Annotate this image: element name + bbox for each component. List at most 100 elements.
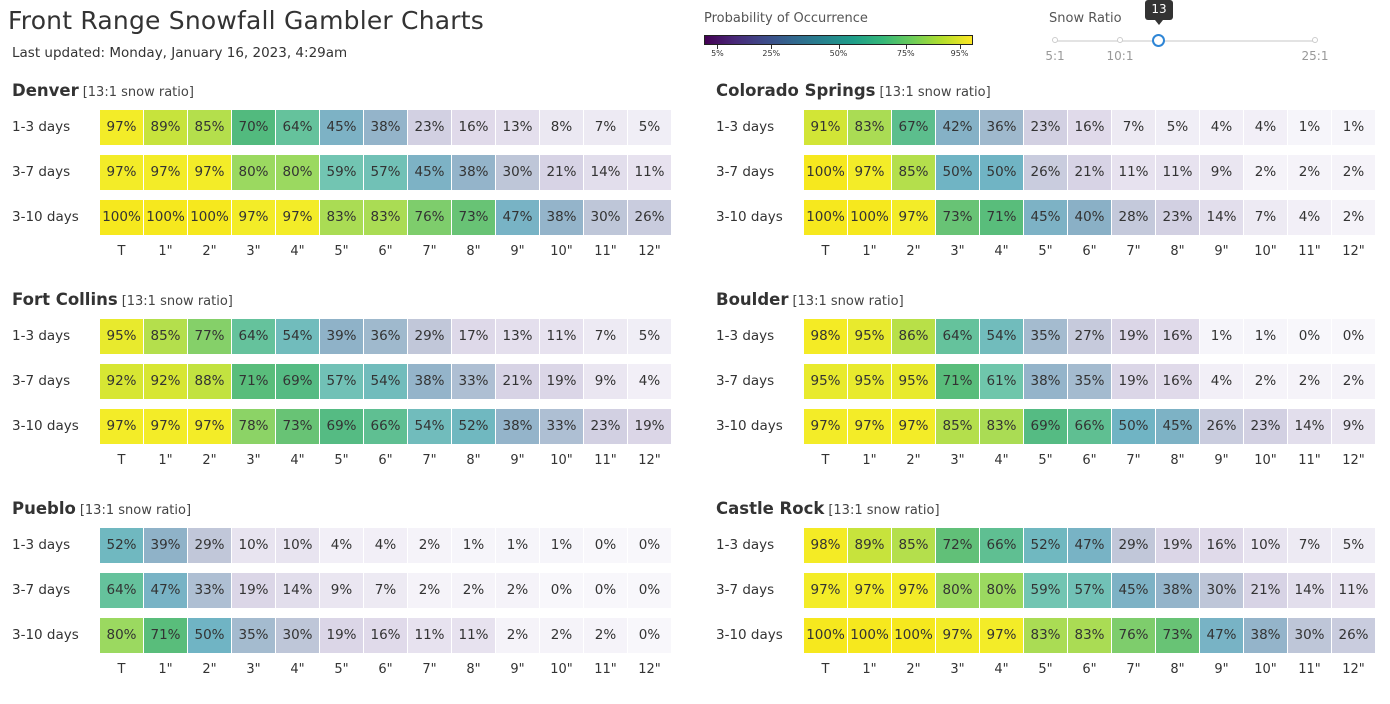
column-label: T <box>117 244 126 259</box>
heatmap-cell: 89% <box>144 110 187 145</box>
column-label: 5" <box>334 244 349 259</box>
slider-value-tooltip: 13 <box>1145 0 1173 25</box>
legend-tick <box>771 45 773 49</box>
heatmap-cell: 38% <box>364 110 407 145</box>
column-label: 12" <box>638 244 661 259</box>
heatmap-cell: 11% <box>628 155 671 190</box>
column-label: 12" <box>1342 662 1365 677</box>
heatmap-cell: 2% <box>1288 155 1331 190</box>
column-label: 7" <box>1126 244 1141 259</box>
heatmap-cell: 0% <box>628 528 671 563</box>
row-label: 3-7 days <box>716 164 775 180</box>
column-label: 7" <box>422 453 437 468</box>
heatmap-cell: 97% <box>848 155 891 190</box>
legend-tick <box>959 45 961 49</box>
heatmap-cell: 88% <box>188 364 231 399</box>
heatmap-cell: 21% <box>496 364 539 399</box>
city-chart: Pueblo [13:1 snow ratio] 1-3 days 52% 39% 29%… <box>12 499 702 704</box>
row-label: 3-7 days <box>716 582 775 598</box>
heatmap-cell: 40% <box>1068 200 1111 235</box>
heatmap-cell: 11% <box>1156 155 1199 190</box>
heatmap-cell: 100% <box>804 618 847 653</box>
column-label: 10" <box>1254 662 1277 677</box>
slider-track[interactable] <box>1055 40 1315 42</box>
column-label: 7" <box>1126 453 1141 468</box>
heatmap-cell: 95% <box>804 364 847 399</box>
heatmap-cell: 21% <box>540 155 583 190</box>
column-label: 9" <box>1214 453 1229 468</box>
slider-dot-mid[interactable] <box>1117 37 1123 43</box>
heatmap-cell: 2% <box>1244 364 1287 399</box>
heatmap-cell: 38% <box>496 409 539 444</box>
row-label: 1-3 days <box>716 328 775 344</box>
heatmap-cell: 80% <box>276 155 319 190</box>
column-label: 6" <box>378 453 393 468</box>
heatmap-cell: 54% <box>364 364 407 399</box>
heatmap-cell: 4% <box>320 528 363 563</box>
city-chart: Castle Rock [13:1 snow ratio] 1-3 days 98% 8… <box>716 499 1390 704</box>
row-label: 3-7 days <box>12 582 71 598</box>
heatmap-cell: 69% <box>320 409 363 444</box>
column-label: 10" <box>1254 244 1277 259</box>
column-label: 5" <box>1038 244 1053 259</box>
column-label: 11" <box>1298 453 1321 468</box>
column-label: T <box>117 453 126 468</box>
heatmap-cell: 52% <box>100 528 143 563</box>
heatmap-cell: 97% <box>848 573 891 608</box>
slider-label-max: 25:1 <box>1301 49 1329 63</box>
column-label: 2" <box>202 662 217 677</box>
heatmap-cell: 33% <box>540 409 583 444</box>
heatmap-cell: 76% <box>408 200 451 235</box>
heatmap-cell: 69% <box>1024 409 1067 444</box>
column-label: 2" <box>202 244 217 259</box>
heatmap-cell: 72% <box>936 528 979 563</box>
heatmap-cell: 16% <box>1200 528 1243 563</box>
heatmap-cell: 38% <box>540 200 583 235</box>
column-label: 3" <box>246 662 261 677</box>
city-chart: Fort Collins [13:1 snow ratio] 1-3 days 95%… <box>12 290 702 495</box>
heatmap-cell: 29% <box>188 528 231 563</box>
heatmap-cell: 26% <box>1200 409 1243 444</box>
heatmap-cell: 1% <box>1244 319 1287 354</box>
row-label: 1-3 days <box>716 119 775 135</box>
heatmap-cell: 47% <box>1200 618 1243 653</box>
heatmap-cell: 59% <box>1024 573 1067 608</box>
heatmap-cell: 73% <box>276 409 319 444</box>
heatmap-cell: 4% <box>1200 110 1243 145</box>
slider-dot-min[interactable] <box>1052 37 1058 43</box>
heatmap-cell: 97% <box>100 155 143 190</box>
heatmap-cell: 0% <box>628 618 671 653</box>
heatmap-cell: 85% <box>936 409 979 444</box>
heatmap-cell: 38% <box>452 155 495 190</box>
heatmap-cell: 33% <box>188 573 231 608</box>
heatmap-cell: 85% <box>144 319 187 354</box>
heatmap-cell: 2% <box>1332 155 1375 190</box>
row-label: 1-3 days <box>12 119 71 135</box>
heatmap-cell: 64% <box>232 319 275 354</box>
heatmap-cell: 95% <box>100 319 143 354</box>
city-chart-title: Pueblo [13:1 snow ratio] <box>12 499 191 518</box>
snow-ratio-slider-handle[interactable] <box>1152 34 1165 47</box>
heatmap-cell: 47% <box>144 573 187 608</box>
heatmap-cell: 54% <box>408 409 451 444</box>
heatmap-cell: 5% <box>1332 528 1375 563</box>
heatmap-cell: 97% <box>276 200 319 235</box>
heatmap-cell: 77% <box>188 319 231 354</box>
column-label: 8" <box>466 453 481 468</box>
heatmap-cell: 45% <box>1112 573 1155 608</box>
heatmap-cell: 4% <box>1288 200 1331 235</box>
heatmap-cell: 98% <box>804 319 847 354</box>
heatmap-cell: 97% <box>100 110 143 145</box>
heatmap-cell: 70% <box>232 110 275 145</box>
heatmap-cell: 19% <box>1112 364 1155 399</box>
heatmap-cell: 7% <box>584 110 627 145</box>
column-label: T <box>821 244 830 259</box>
heatmap-cell: 9% <box>1200 155 1243 190</box>
heatmap-cell: 80% <box>100 618 143 653</box>
column-label: 10" <box>550 244 573 259</box>
column-label: 9" <box>510 662 525 677</box>
column-label: 3" <box>950 453 965 468</box>
column-label: 5" <box>334 453 349 468</box>
slider-dot-max[interactable] <box>1312 37 1318 43</box>
heatmap-cell: 9% <box>320 573 363 608</box>
